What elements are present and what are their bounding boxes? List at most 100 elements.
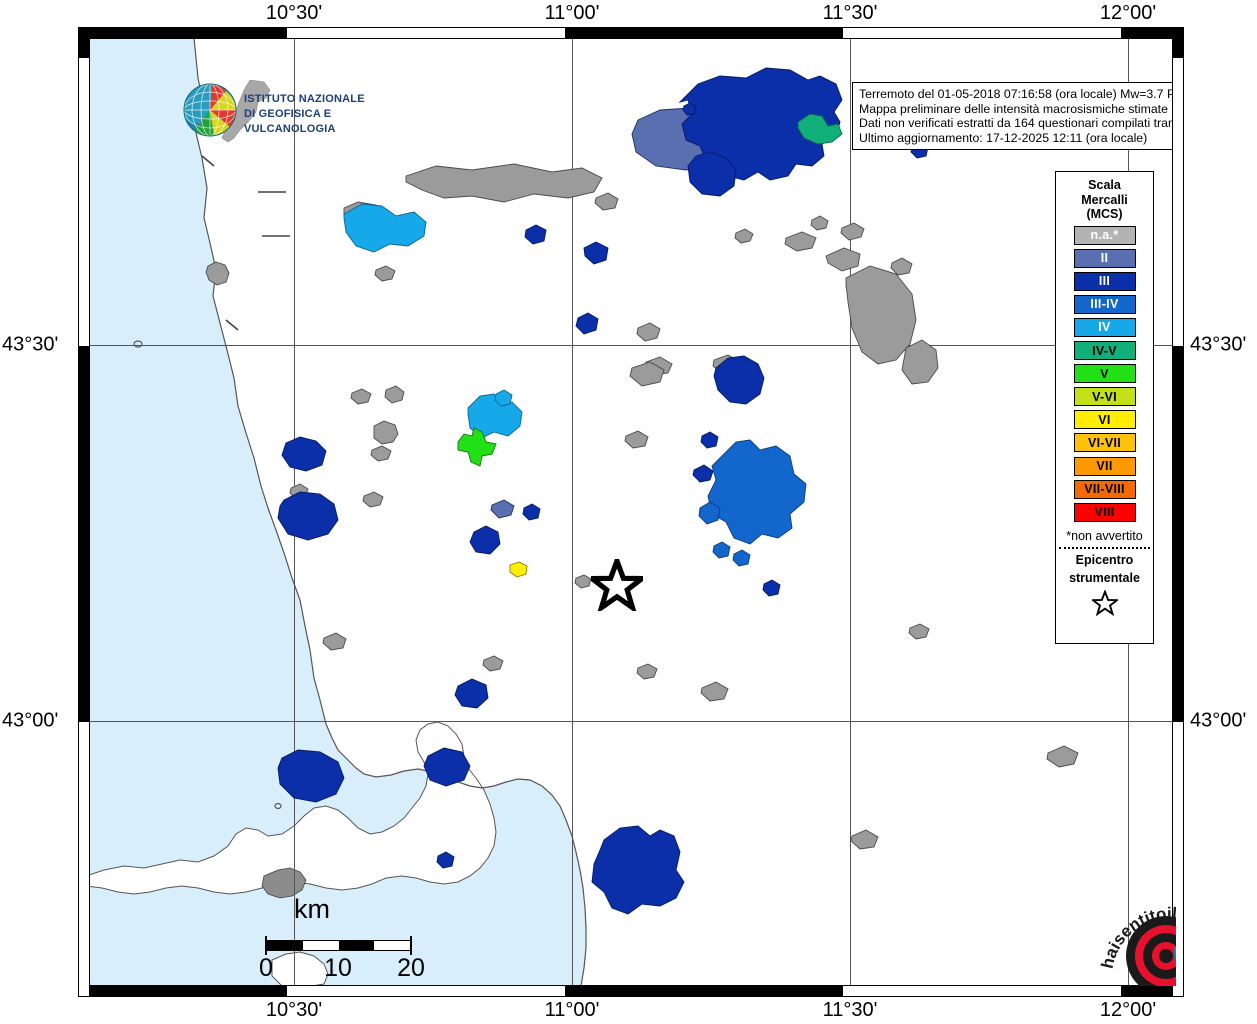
locality-na <box>845 265 917 365</box>
locality-III <box>277 491 339 541</box>
legend-footnote: *non avvertito <box>1066 528 1143 543</box>
scale-cap-right <box>410 936 412 955</box>
locality-IV <box>494 389 513 407</box>
legend-swatch-vii-viii[interactable]: VII-VIII <box>1073 479 1136 499</box>
legend-epicenter-symbol <box>1056 588 1153 621</box>
legend-title-3: (MCS) <box>1086 207 1123 221</box>
locality-na <box>482 655 504 672</box>
locality-na <box>825 247 861 272</box>
legend-swatch-vi[interactable]: VI <box>1073 410 1136 430</box>
locality-III <box>575 312 599 335</box>
lon-label-top-1: 10°30' <box>265 2 323 24</box>
scale-bar: km 0 10 20 <box>176 894 436 986</box>
locality-na <box>350 388 372 405</box>
lon-label-bottom-4: 12°00' <box>1099 999 1157 1021</box>
intensity-polygons-layer <box>205 67 1097 915</box>
coast-marks <box>201 155 290 331</box>
scale-unit-label: km <box>294 894 330 924</box>
lon-label-bottom-2: 11°00' <box>544 999 600 1021</box>
locality-na <box>629 361 665 387</box>
locality-III <box>281 436 327 472</box>
graticule-11-00 <box>572 38 573 986</box>
legend-swatch-vii[interactable]: VII <box>1073 456 1136 476</box>
locality-IIIIV <box>732 549 751 567</box>
ingv-logo-text: ISTITUTO NAZIONALE DI GEOFISICA E VULCAN… <box>244 92 408 137</box>
locality-III <box>762 579 781 597</box>
lon-label-top-2: 11°00' <box>544 2 600 24</box>
event-info-box: Terremoto del 01-05-2018 07:16:58 (ora l… <box>852 82 1176 151</box>
intensity-III-group <box>277 67 929 915</box>
locality-na <box>636 322 661 342</box>
info-line-4: Ultimo aggiornamento: 17-12-2025 12:11 (… <box>859 130 1148 145</box>
haisentitoilterremoto-logo[interactable]: ? haisentitoilterremoto.it www. <box>1094 890 1176 986</box>
lat-label-right-2: 43°00' <box>1190 709 1247 732</box>
locality-na <box>624 430 649 449</box>
locality-na <box>890 257 913 276</box>
locality-IV <box>467 393 523 439</box>
lat-label-left-1: 43°30' <box>2 333 59 356</box>
ingv-logo: ISTITUTO NAZIONALE DI GEOFISICA E VULCAN… <box>178 80 408 144</box>
info-line-2: Mappa preliminare delle intensità macros… <box>859 101 1176 116</box>
frame-bottom <box>78 985 1184 997</box>
locality-V <box>457 427 497 467</box>
legend-swatch-viii[interactable]: VIII <box>1073 502 1136 522</box>
intensity-V-group <box>457 427 497 467</box>
locality-IVV <box>797 113 843 145</box>
legend-swatch-n-a-[interactable]: n.a.* <box>1073 225 1136 245</box>
locality-IV <box>343 203 427 253</box>
locality-na <box>901 339 939 385</box>
locality-III <box>678 67 843 181</box>
legend-swatch-v[interactable]: V <box>1073 364 1136 384</box>
locality-na <box>373 420 399 445</box>
locality-IIIIV <box>698 501 721 525</box>
info-line-3: Dati non verificati estratti da 164 ques… <box>859 116 1176 131</box>
ingv-line-1: ISTITUTO NAZIONALE <box>244 93 365 105</box>
legend-swatch-v-vi[interactable]: V-VI <box>1073 387 1136 407</box>
locality-II <box>490 499 515 519</box>
coastline <box>193 38 587 986</box>
locality-VI <box>509 561 528 578</box>
legend-swatch-iii[interactable]: III <box>1073 271 1136 291</box>
locality-IIIIV <box>707 439 807 545</box>
lon-label-bottom-1: 10°30' <box>265 999 323 1021</box>
locality-III <box>692 464 714 483</box>
legend-swatch-iv-v[interactable]: IV-V <box>1073 341 1136 361</box>
locality-III <box>524 224 547 245</box>
lon-label-bottom-3: 11°30' <box>822 999 878 1021</box>
legend-epicenter-title-2: strumentale <box>1069 571 1140 586</box>
graticule-43-00 <box>86 721 1176 722</box>
locality-na <box>908 623 930 640</box>
legend-swatch-ii[interactable]: II <box>1073 248 1136 268</box>
locality-III <box>469 525 501 555</box>
lat-label-left-2: 43°00' <box>2 709 59 732</box>
scale-tick-10: 10 <box>324 954 352 982</box>
legend-swatch-vi-vii[interactable]: VI-VII <box>1073 433 1136 453</box>
legend-swatch-iv[interactable]: IV <box>1073 317 1136 337</box>
locality-na <box>322 632 347 651</box>
graticule-11-30 <box>850 38 851 986</box>
locality-na <box>405 163 603 203</box>
lat-label-right-1: 43°30' <box>1190 333 1247 356</box>
intensity-IV-group <box>343 203 523 439</box>
legend-epicenter-title-1: Epicentro <box>1075 552 1134 567</box>
locality-na <box>374 265 396 282</box>
locality-III <box>423 747 471 787</box>
locality-IIIIV <box>712 541 731 559</box>
map-canvas[interactable]: ISTITUTO NAZIONALE DI GEOFISICA E VULCAN… <box>86 38 1176 986</box>
locality-III <box>436 851 455 869</box>
locality-na <box>1046 745 1079 768</box>
locality-na <box>734 228 754 244</box>
legend-title-2: Mercalli <box>1081 192 1128 207</box>
locality-na <box>850 829 879 850</box>
lon-label-top-4: 12°00' <box>1099 2 1157 24</box>
scale-bar-segments <box>266 940 411 951</box>
lon-label-top-3: 11°30' <box>822 2 878 24</box>
italy-silhouette <box>221 80 271 143</box>
locality-na <box>840 222 865 241</box>
locality-III <box>583 241 609 265</box>
locality-III <box>682 102 697 116</box>
ingv-globe-icon <box>183 80 271 143</box>
legend-swatch-iii-iv[interactable]: III-IV <box>1073 294 1136 314</box>
locality-III <box>713 355 765 405</box>
